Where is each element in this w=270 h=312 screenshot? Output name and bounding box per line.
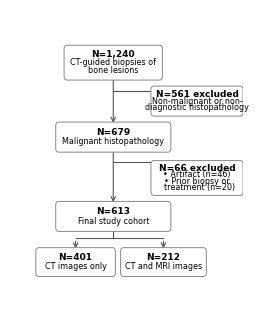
FancyBboxPatch shape	[56, 122, 171, 152]
Text: Final study cohort: Final study cohort	[77, 217, 149, 226]
Text: CT images only: CT images only	[45, 262, 107, 271]
Text: N=212: N=212	[147, 253, 180, 262]
FancyBboxPatch shape	[151, 86, 243, 116]
Text: N=66 excluded: N=66 excluded	[159, 164, 235, 173]
FancyBboxPatch shape	[64, 45, 163, 80]
Text: treatment (n=20): treatment (n=20)	[159, 183, 235, 192]
Text: CT and MRI images: CT and MRI images	[125, 262, 202, 271]
Text: Malignant histopathology: Malignant histopathology	[62, 137, 164, 146]
Text: Non-malignant or non-: Non-malignant or non-	[151, 97, 242, 105]
FancyBboxPatch shape	[36, 248, 115, 276]
Text: N=1,240: N=1,240	[92, 50, 135, 59]
FancyBboxPatch shape	[121, 248, 206, 276]
Text: N=561 excluded: N=561 excluded	[156, 90, 238, 99]
FancyBboxPatch shape	[56, 202, 171, 232]
Text: N=613: N=613	[96, 207, 130, 216]
Text: N=401: N=401	[59, 253, 93, 262]
Text: • Artifact (n=46): • Artifact (n=46)	[163, 170, 231, 179]
Text: diagnostic histopathology: diagnostic histopathology	[145, 103, 249, 112]
Text: CT-guided biopsies of: CT-guided biopsies of	[70, 58, 156, 67]
Text: bone lesions: bone lesions	[88, 66, 139, 75]
Text: N=679: N=679	[96, 128, 130, 137]
Text: • Prior biopsy or: • Prior biopsy or	[164, 177, 230, 186]
FancyBboxPatch shape	[151, 161, 243, 195]
